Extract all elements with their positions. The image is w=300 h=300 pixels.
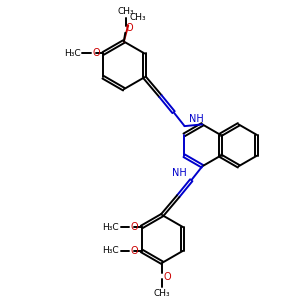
- Text: CH₃: CH₃: [118, 7, 134, 16]
- Text: O: O: [92, 48, 100, 59]
- Text: CH₃: CH₃: [154, 289, 170, 298]
- Text: CH₃: CH₃: [129, 13, 146, 22]
- Text: O: O: [130, 222, 138, 232]
- Text: H₃C: H₃C: [102, 223, 119, 232]
- Text: O: O: [130, 246, 138, 256]
- Text: NH: NH: [172, 168, 187, 178]
- Text: O: O: [125, 23, 133, 33]
- Text: H₃C: H₃C: [102, 246, 119, 255]
- Text: O: O: [164, 272, 171, 282]
- Text: H₃C: H₃C: [64, 49, 80, 58]
- Text: NH: NH: [189, 114, 203, 124]
